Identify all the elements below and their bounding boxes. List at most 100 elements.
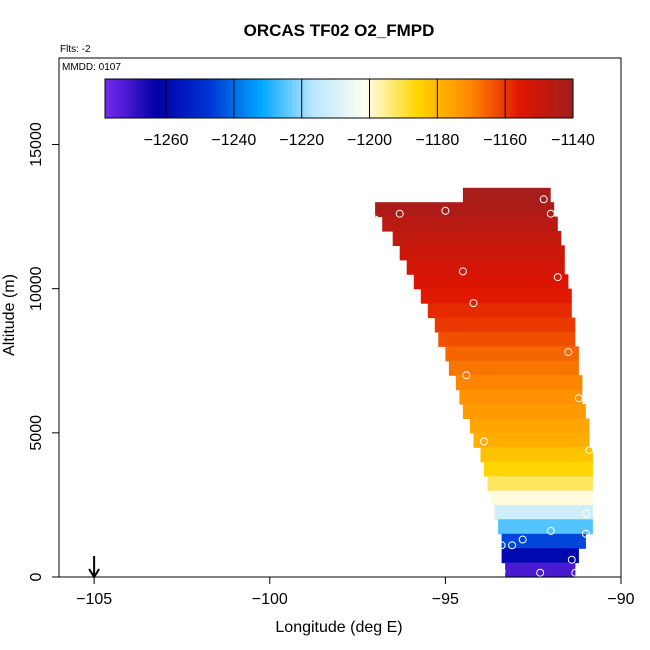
observation-point: [508, 541, 517, 550]
color-scale-segment: [190, 79, 196, 118]
color-scale-segment: [495, 79, 500, 118]
field-slice: [487, 476, 593, 492]
observation-point: [497, 567, 506, 576]
observation-point: [395, 209, 404, 218]
field-slice: [501, 548, 579, 564]
color-scale-segment: [311, 79, 316, 118]
color-scale-segment: [280, 79, 285, 118]
date-label: MMDD: 0107: [62, 62, 121, 73]
color-scale-segment: [467, 79, 472, 118]
color-scale-segment: [214, 79, 219, 118]
color-scale-segment: [541, 79, 547, 118]
color-scale-segment: [378, 79, 383, 118]
color-scale-segment: [498, 79, 504, 118]
observation-point: [546, 209, 555, 218]
color-scale-tick-label: −1220: [279, 132, 324, 149]
x-tick-label: −95: [432, 591, 459, 608]
observation-point: [518, 535, 527, 544]
color-scale-segment: [346, 79, 352, 118]
color-scale-segment: [229, 79, 235, 118]
field-slice: [462, 404, 586, 419]
observation-point: [581, 509, 590, 518]
x-tick-label: −105: [76, 591, 112, 608]
field-slice: [470, 418, 590, 434]
color-scale-segment: [284, 79, 289, 118]
color-scale-segment: [245, 79, 250, 118]
observation-point: [546, 526, 555, 535]
field-slice: [501, 533, 586, 549]
observation-point: [585, 446, 594, 455]
arrow-head: [88, 568, 100, 579]
field-slice: [473, 432, 590, 448]
observation-point: [441, 206, 450, 215]
color-scale-tick-label: −1160: [483, 132, 527, 149]
field-slice: [505, 562, 576, 578]
color-scale-segment: [249, 79, 254, 118]
observation-point: [574, 394, 583, 403]
color-scale-segment: [339, 79, 344, 118]
y-tick-label: 15000: [28, 122, 45, 167]
color-scale-segment: [136, 79, 141, 118]
color-scale-segment: [463, 79, 469, 118]
observation-point: [469, 299, 478, 308]
color-scale-segment: [315, 79, 320, 118]
color-scale-segment: [335, 79, 340, 118]
color-scale-segment: [385, 79, 391, 118]
color-scale-segment: [202, 79, 207, 118]
field-slice: [491, 490, 593, 506]
field-slice: [382, 216, 558, 232]
color-scale-segment: [151, 79, 157, 118]
plot-frame: [58, 57, 622, 578]
color-scale-segment: [268, 79, 274, 118]
color-scale-segment: [331, 79, 336, 118]
color-scale-segment: [479, 79, 484, 118]
color-scale-segment: [218, 79, 223, 118]
color-scale-segment: [210, 79, 215, 118]
field-slice: [445, 346, 579, 362]
field-slice: [434, 317, 576, 333]
field-slice: [484, 461, 593, 477]
color-scale-segment: [389, 79, 394, 118]
color-scale-segment: [522, 79, 527, 118]
color-scale-segment: [518, 79, 523, 118]
color-scale-segment: [261, 79, 266, 118]
x-axis-label: Longitude (deg E): [275, 619, 402, 636]
color-scale-segment: [241, 79, 246, 118]
field-slice: [438, 331, 576, 347]
color-scale-segment: [233, 79, 238, 118]
color-scale-segment: [530, 79, 535, 118]
color-scale-segment: [327, 79, 332, 118]
color-scale-segment: [471, 79, 476, 118]
color-scale-segment: [456, 79, 461, 118]
color-scale-segment: [120, 79, 125, 118]
color-scale-segment: [452, 79, 457, 118]
observation-layer: [371, 195, 594, 577]
field-slice: [406, 259, 565, 275]
color-scale-tick-label: −1260: [144, 132, 189, 149]
color-scale-segment: [381, 79, 387, 118]
flights-label: Flts: -2: [60, 44, 91, 55]
color-scale-segment: [222, 79, 227, 118]
color-scale-segment: [147, 79, 153, 118]
y-tick-label: 5000: [28, 415, 45, 451]
arrow-marker: [88, 556, 100, 579]
color-scale-segment: [397, 79, 402, 118]
color-scale-segment: [569, 79, 574, 118]
color-scale-tick-label: −1140: [551, 132, 595, 149]
color-scale-segment: [370, 79, 375, 118]
color-scale-segment: [510, 79, 515, 118]
color-scale-segment: [557, 79, 562, 118]
color-scale-segment: [553, 79, 558, 118]
color-scale-segment: [159, 79, 164, 118]
field-slice: [392, 231, 562, 246]
color-scale-segment: [537, 79, 543, 118]
observation-point: [539, 195, 548, 204]
color-scale-segment: [526, 79, 531, 118]
color-scale-segment: [475, 79, 480, 118]
color-scale-segment: [307, 79, 313, 118]
observation-point: [553, 273, 562, 282]
color-scale-segment: [420, 79, 426, 118]
field-layer: [375, 187, 593, 578]
color-scale-segment: [565, 79, 570, 118]
color-scale-segment: [393, 79, 398, 118]
